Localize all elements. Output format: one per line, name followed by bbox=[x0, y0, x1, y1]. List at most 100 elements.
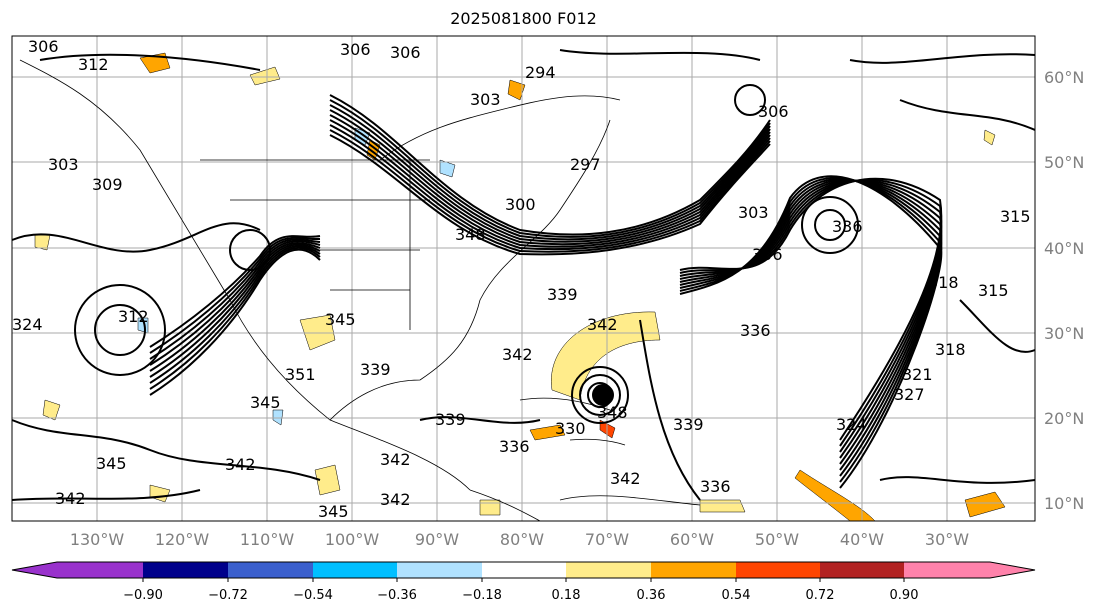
contour-label: 306 bbox=[390, 43, 421, 62]
longitude-label: 60°W bbox=[670, 530, 714, 549]
colorbar-tick-label: 0.18 bbox=[552, 588, 581, 603]
contour-label: 345 bbox=[96, 454, 127, 473]
contour-label: 348 bbox=[455, 225, 486, 244]
contour-line bbox=[149, 235, 321, 348]
colorbar-segment bbox=[313, 562, 397, 578]
contour-label: 342 bbox=[502, 345, 533, 364]
colorbar-tick-label: −0.36 bbox=[377, 588, 417, 603]
contour-line bbox=[94, 304, 146, 356]
contour-label: 306 bbox=[752, 245, 783, 264]
contour-label: 315 bbox=[1000, 207, 1031, 226]
contour-line bbox=[419, 416, 541, 424]
contour-line bbox=[879, 476, 1036, 484]
contour-line bbox=[679, 179, 943, 471]
colorbar-tick-label: 0.90 bbox=[890, 588, 919, 603]
vorticity-area bbox=[983, 129, 996, 146]
contour-label: 312 bbox=[78, 55, 109, 74]
contour-line bbox=[11, 489, 201, 501]
contour-label: 339 bbox=[360, 360, 391, 379]
contour-label: 324 bbox=[836, 415, 867, 434]
contour-label: 306 bbox=[340, 40, 371, 59]
vorticity-area bbox=[699, 499, 746, 513]
latitude-labels: 60°N 50°N 40°N 30°N 20°N 10°N bbox=[1044, 68, 1084, 513]
plot-title: 2025081800 F012 bbox=[450, 9, 597, 28]
contour-label: 327 bbox=[894, 385, 925, 404]
colorbar-tick-label: −0.90 bbox=[123, 588, 163, 603]
colorbar-tick-label: −0.72 bbox=[208, 588, 248, 603]
longitude-labels: 130°W 120°W 110°W 100°W 90°W 80°W 70°W 60°W 50°W… bbox=[70, 530, 969, 549]
vorticity-area bbox=[314, 464, 341, 496]
contour-line bbox=[679, 179, 943, 453]
vorticity-area bbox=[439, 159, 456, 178]
contour-label: 342 bbox=[225, 455, 256, 474]
contour-line bbox=[734, 84, 766, 116]
contour-line bbox=[149, 248, 321, 396]
contour-label: 345 bbox=[250, 393, 281, 412]
latitude-label: 20°N bbox=[1044, 409, 1084, 428]
contour-line bbox=[679, 179, 943, 465]
contour-label: 297 bbox=[570, 155, 601, 174]
contour-line bbox=[149, 241, 321, 372]
colorbar-tick-label: −0.18 bbox=[462, 588, 502, 603]
coastlines bbox=[19, 59, 701, 522]
contour-line bbox=[329, 129, 771, 253]
coastline bbox=[200, 159, 430, 330]
vorticity-area bbox=[139, 52, 171, 74]
colorbar-segment bbox=[397, 562, 482, 578]
contour-label: 306 bbox=[758, 102, 789, 121]
contour-label: 336 bbox=[700, 477, 731, 496]
colorbar-tick-label: 0.36 bbox=[637, 588, 666, 603]
latitude-label: 60°N bbox=[1044, 68, 1084, 87]
contour-line bbox=[149, 247, 321, 390]
vorticity-area bbox=[529, 424, 566, 441]
contour-line bbox=[149, 236, 321, 354]
contour-line bbox=[801, 196, 859, 254]
contour-label: 309 bbox=[92, 175, 123, 194]
contour-label: 294 bbox=[525, 63, 556, 82]
contour-line bbox=[329, 94, 771, 236]
coastline bbox=[469, 489, 701, 522]
colorbar-segment bbox=[820, 562, 904, 578]
coastline bbox=[329, 119, 611, 421]
contour-line bbox=[329, 104, 771, 241]
vorticity-area bbox=[964, 491, 1006, 518]
contour-line bbox=[149, 240, 321, 366]
theta-e-contours bbox=[11, 49, 1036, 501]
contour-line bbox=[229, 229, 271, 271]
contour-line bbox=[679, 179, 943, 459]
contour-line bbox=[329, 124, 771, 251]
longitude-label: 70°W bbox=[585, 530, 629, 549]
contour-label: 303 bbox=[470, 90, 501, 109]
contour-label: 303 bbox=[48, 155, 79, 174]
contour-line bbox=[571, 366, 629, 424]
hurricane-core bbox=[592, 384, 614, 406]
contour-label: 336 bbox=[740, 321, 771, 340]
contour-line bbox=[39, 53, 261, 71]
contour-line bbox=[849, 53, 1036, 64]
contour-line bbox=[639, 319, 701, 501]
colorbar-segment bbox=[143, 562, 228, 578]
vorticity-area bbox=[479, 499, 501, 516]
contour-line bbox=[11, 222, 261, 253]
contour-label: 324 bbox=[12, 315, 43, 334]
contour-label: 342 bbox=[610, 469, 641, 488]
contour-line bbox=[329, 109, 771, 243]
colorbar: −0.90 −0.72 −0.54 −0.36 −0.18 0.18 0.36 0.54 0.7… bbox=[11, 561, 1036, 603]
contour-label: 321 bbox=[902, 365, 933, 384]
latitude-label: 40°N bbox=[1044, 239, 1084, 258]
contour-label: 318 bbox=[928, 273, 959, 292]
longitude-label: 100°W bbox=[325, 530, 380, 549]
colorbar-tick-label: −0.54 bbox=[293, 588, 333, 603]
contour-line bbox=[74, 284, 166, 376]
longitude-label: 40°W bbox=[840, 530, 884, 549]
contour-label: 345 bbox=[325, 310, 356, 329]
contour-line bbox=[11, 419, 321, 481]
contour-line bbox=[329, 119, 771, 248]
contour-label: 342 bbox=[587, 315, 618, 334]
contour-line bbox=[329, 99, 771, 238]
contour-line bbox=[679, 175, 943, 489]
graticule bbox=[12, 36, 1035, 521]
contour-label: 336 bbox=[832, 217, 863, 236]
contour-line bbox=[559, 49, 761, 61]
latitude-label: 30°N bbox=[1044, 324, 1084, 343]
